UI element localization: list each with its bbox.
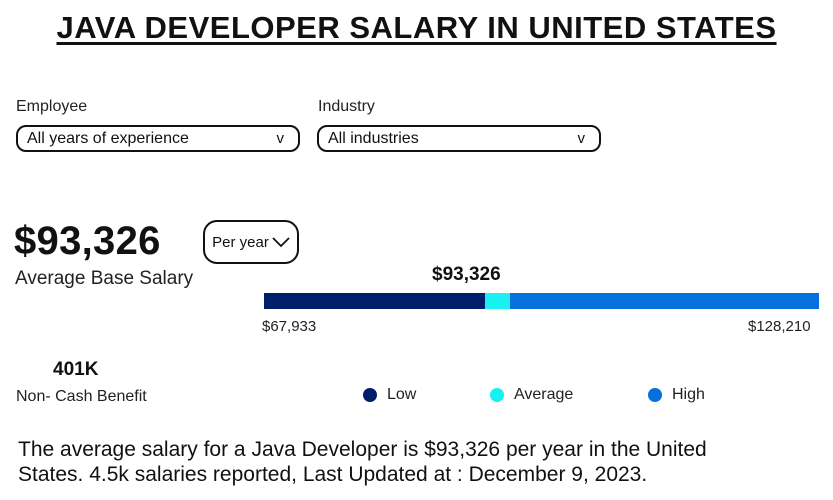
average-salary-caption: Average Base Salary [15, 268, 194, 289]
range-min-label: $67,933 [262, 318, 317, 335]
employee-experience-value: All years of experience [27, 129, 189, 147]
benefit-label: Non- Cash Benefit [16, 388, 147, 405]
legend-label-average: Average [514, 386, 574, 403]
legend-label-high: High [672, 386, 705, 403]
legend-item-high: High [648, 386, 705, 404]
range-segment-high [510, 293, 819, 309]
chevron-down-icon: v [276, 130, 285, 147]
average-salary-amount: $93,326 [14, 219, 161, 263]
summary-line-2: States. 4.5k salaries reported, Last Upd… [18, 463, 648, 486]
period-select[interactable]: Per year [203, 220, 299, 264]
chevron-down-icon: v [577, 130, 586, 147]
legend-label-low: Low [387, 386, 417, 403]
legend-item-average: Average [490, 386, 573, 404]
range-max-label: $128,210 [748, 318, 811, 335]
employee-experience-select[interactable]: All years of experience v [16, 125, 300, 152]
legend-dot-low [363, 388, 377, 402]
average-marker-label: $93,326 [432, 264, 501, 285]
industry-filter-label: Industry [318, 98, 375, 115]
industry-value: All industries [328, 129, 419, 147]
salary-summary: The average salary for a Java Developer … [18, 437, 818, 487]
salary-range-bar [264, 293, 819, 309]
period-value: Per year [212, 233, 269, 251]
chevron-down-icon [272, 237, 290, 248]
summary-line-1: The average salary for a Java Developer … [18, 438, 707, 461]
industry-select[interactable]: All industries v [317, 125, 601, 152]
benefit-value: 401K [53, 359, 99, 380]
range-segment-low [264, 293, 486, 309]
legend-dot-average [490, 388, 504, 402]
legend-dot-high [648, 388, 662, 402]
employee-filter-label: Employee [16, 98, 88, 115]
range-segment-average [485, 293, 511, 309]
legend-item-low: Low [363, 386, 416, 404]
page-title: JAVA DEVELOPER SALARY IN UNITED STATES [56, 10, 777, 45]
